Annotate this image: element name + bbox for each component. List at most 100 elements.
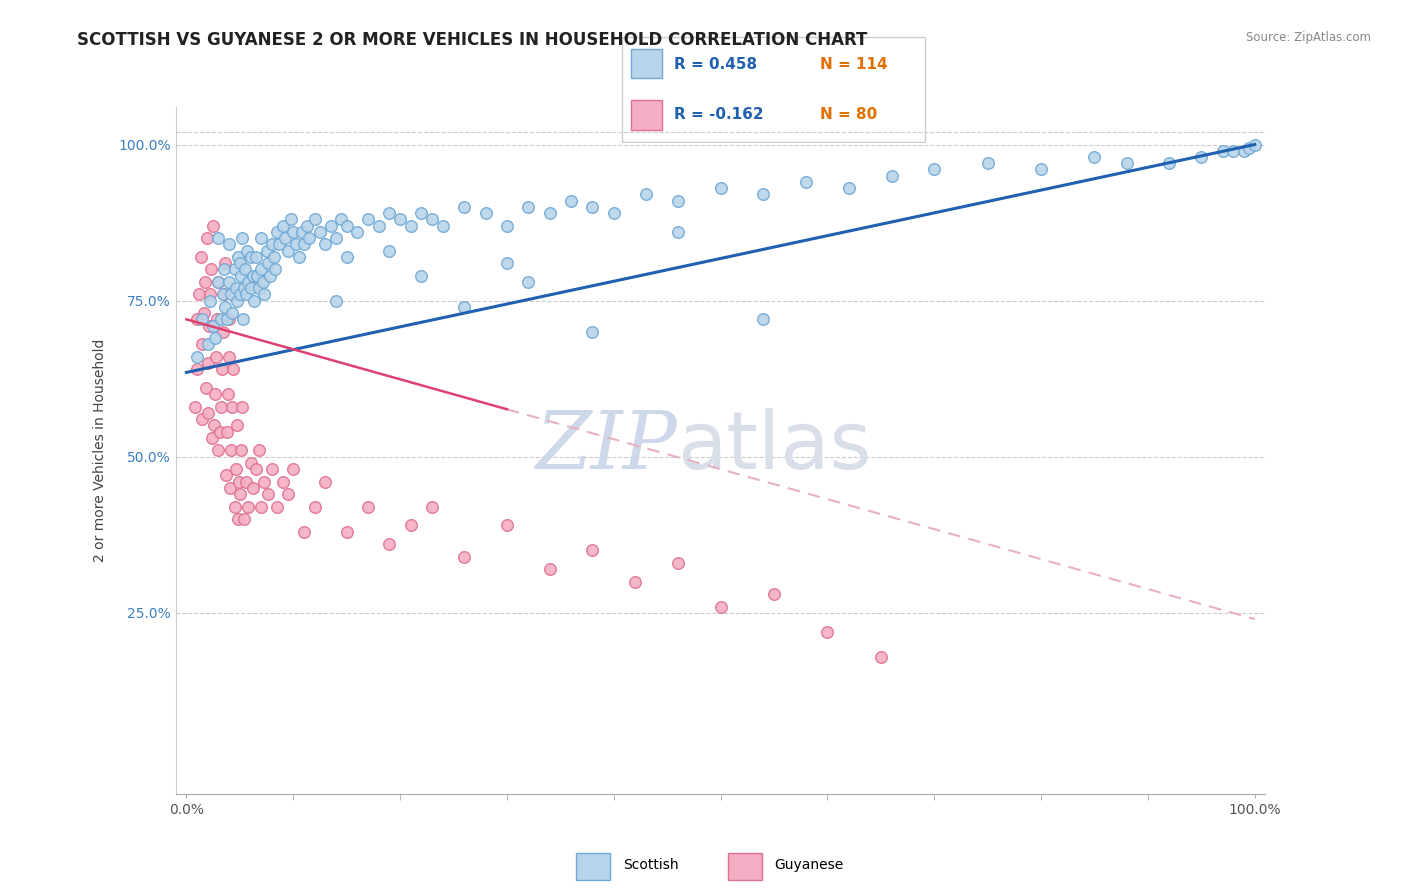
Point: [752, 312, 775, 326]
Point: [202, 219, 225, 233]
FancyBboxPatch shape: [631, 100, 662, 130]
Point: [357, 500, 380, 514]
Point: [794, 175, 817, 189]
Point: [259, 268, 281, 283]
Point: [274, 231, 297, 245]
Point: [271, 219, 294, 233]
Point: [666, 225, 689, 239]
Point: [762, 587, 785, 601]
Point: [204, 387, 226, 401]
Point: [245, 462, 267, 476]
Point: [269, 237, 291, 252]
Point: [219, 481, 242, 495]
Point: [252, 275, 274, 289]
Point: [399, 518, 422, 533]
Y-axis label: 2 or more Vehicles in Household: 2 or more Vehicles in Household: [93, 339, 107, 562]
Text: R = 0.458: R = 0.458: [675, 56, 758, 71]
Point: [292, 524, 315, 539]
Point: [253, 475, 276, 489]
Text: R = -0.162: R = -0.162: [675, 107, 763, 122]
Text: N = 114: N = 114: [820, 56, 887, 71]
Point: [378, 206, 401, 220]
Point: [198, 293, 221, 308]
Point: [233, 262, 256, 277]
Point: [256, 256, 278, 270]
Point: [207, 275, 229, 289]
Point: [221, 287, 243, 301]
Point: [231, 400, 253, 414]
Point: [239, 250, 262, 264]
Point: [367, 219, 389, 233]
Point: [1233, 144, 1256, 158]
Point: [226, 512, 249, 526]
Point: [207, 275, 229, 289]
Point: [880, 169, 903, 183]
Point: [232, 312, 254, 326]
Point: [194, 381, 217, 395]
Point: [235, 287, 257, 301]
Point: [228, 475, 250, 489]
Point: [186, 362, 208, 376]
Point: [208, 425, 231, 439]
Point: [634, 187, 657, 202]
Point: [188, 287, 211, 301]
Point: [260, 237, 283, 252]
Text: atlas: atlas: [678, 408, 872, 486]
Point: [710, 599, 733, 614]
Point: [226, 250, 249, 264]
Point: [1189, 150, 1212, 164]
Point: [815, 624, 838, 639]
Point: [336, 250, 359, 264]
Point: [420, 212, 443, 227]
Point: [325, 293, 347, 308]
Point: [233, 281, 256, 295]
Point: [976, 156, 998, 170]
Point: [336, 524, 359, 539]
Point: [264, 262, 287, 277]
Point: [710, 181, 733, 195]
Point: [221, 306, 243, 320]
Point: [291, 225, 314, 239]
Point: [212, 287, 235, 301]
Point: [195, 231, 218, 245]
Point: [432, 219, 454, 233]
Point: [211, 362, 233, 376]
Point: [229, 287, 252, 301]
Point: [201, 431, 224, 445]
Point: [263, 250, 285, 264]
Point: [238, 500, 260, 514]
Point: [218, 312, 240, 326]
Point: [231, 231, 253, 245]
Point: [314, 237, 336, 252]
Point: [411, 206, 433, 220]
Point: [266, 225, 288, 239]
Point: [225, 293, 247, 308]
Point: [304, 212, 326, 227]
Point: [209, 312, 232, 326]
Point: [246, 268, 269, 283]
Point: [517, 200, 540, 214]
Point: [378, 537, 401, 551]
Point: [247, 281, 270, 295]
Point: [314, 475, 336, 489]
Text: ZIP: ZIP: [536, 409, 678, 486]
Point: [256, 244, 278, 258]
Point: [1222, 144, 1244, 158]
Point: [242, 481, 264, 495]
Point: [190, 250, 212, 264]
Point: [1239, 140, 1261, 155]
Point: [191, 337, 214, 351]
Point: [411, 268, 433, 283]
Point: [517, 275, 540, 289]
Point: [193, 306, 215, 320]
Point: [198, 318, 221, 333]
Point: [204, 331, 226, 345]
Point: [271, 475, 294, 489]
Point: [250, 500, 273, 514]
Point: [1212, 144, 1234, 158]
Point: [280, 212, 302, 227]
FancyBboxPatch shape: [576, 853, 610, 880]
Point: [194, 275, 217, 289]
Point: [752, 187, 775, 202]
Point: [336, 219, 359, 233]
